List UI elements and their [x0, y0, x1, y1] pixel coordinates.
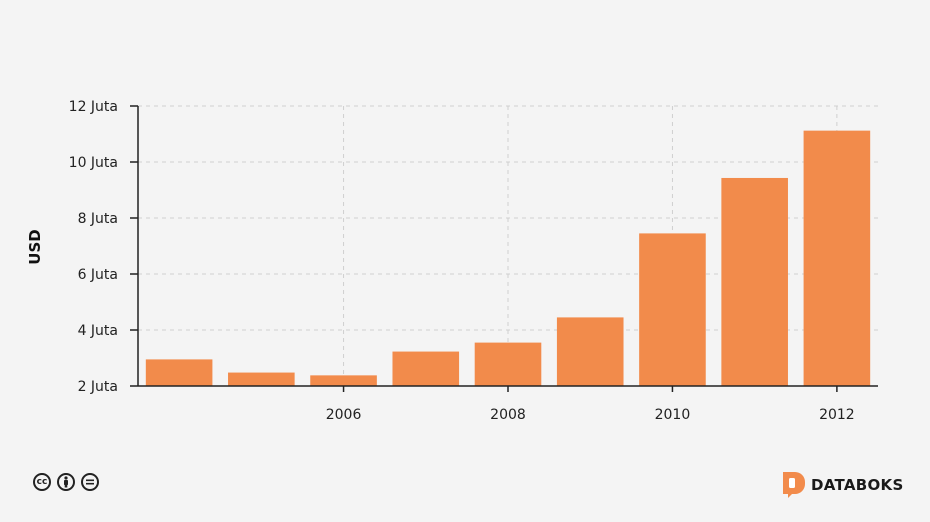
x-tick-label: 2006 — [326, 407, 362, 423]
bar-2010 — [639, 233, 706, 386]
bar-2011 — [721, 177, 788, 386]
bar-2006 — [310, 375, 377, 386]
y-ticks: 2 Juta 4 Juta 6 Juta 8 Juta 10 Juta 12 Juta — [69, 99, 138, 395]
x-tick-label: 2008 — [490, 407, 526, 423]
y-tick-label: 2 Juta — [78, 379, 118, 395]
databoks-logo-icon — [783, 472, 805, 498]
y-tick-label: 10 Juta — [69, 155, 118, 171]
y-tick-label: 4 Juta — [78, 323, 118, 339]
y-tick-label: 6 Juta — [78, 267, 118, 283]
by-icon — [57, 473, 75, 491]
cc-icon: cc — [33, 473, 51, 491]
bar-2008 — [474, 342, 542, 386]
y-tick-label: 8 Juta — [78, 211, 118, 227]
brand: DATABOKS — [783, 472, 904, 498]
x-ticks: 2006 2008 2010 2012 — [326, 386, 855, 423]
grid — [138, 105, 878, 386]
bar-2007 — [392, 351, 460, 386]
bar-2005 — [228, 372, 295, 386]
license-icons: cc — [33, 473, 99, 491]
y-tick-label: 12 Juta — [69, 99, 118, 115]
y-axis-label: USD — [26, 229, 44, 264]
x-tick-label: 2012 — [819, 407, 855, 423]
bar-2004 — [145, 359, 213, 386]
brand-name: DATABOKS — [811, 476, 904, 494]
bars — [145, 130, 871, 386]
bar-2012 — [803, 130, 871, 386]
x-tick-label: 2010 — [655, 407, 691, 423]
nd-icon — [81, 473, 99, 491]
bar-2009 — [556, 317, 624, 386]
